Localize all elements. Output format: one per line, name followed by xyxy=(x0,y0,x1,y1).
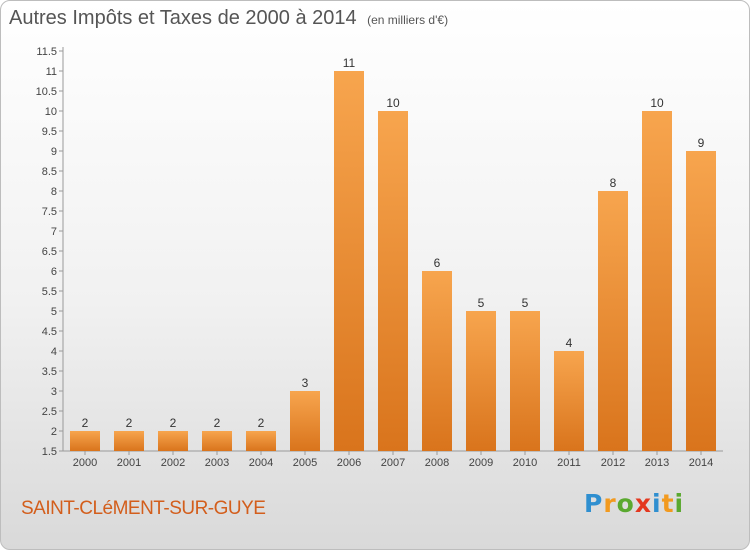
bar xyxy=(334,71,364,451)
logo-letter: r xyxy=(603,489,617,518)
y-tick-label: 1.5 xyxy=(42,446,57,458)
bar-value-label: 11 xyxy=(343,56,356,70)
bar-value-label: 3 xyxy=(302,376,309,390)
bar-value-label: 2 xyxy=(258,416,265,430)
bar xyxy=(246,431,276,451)
bar-value-label: 5 xyxy=(522,296,529,310)
x-tick-label: 2009 xyxy=(469,457,493,469)
x-tick-label: 2007 xyxy=(381,457,405,469)
x-tick-label: 2014 xyxy=(689,457,713,469)
bar-value-label: 2 xyxy=(170,416,177,430)
y-tick-label: 8 xyxy=(51,186,57,198)
x-axis: 2000 2001 2002 2003 2004 2005 2006 2007 2008 2009… xyxy=(63,450,723,469)
bar-value-label: 2 xyxy=(214,416,221,430)
bar-value-label: 6 xyxy=(434,256,441,270)
bar-value-label: 5 xyxy=(478,296,485,310)
bar xyxy=(686,151,716,451)
x-tick-label: 2008 xyxy=(425,457,449,469)
y-tick-label: 7 xyxy=(51,226,57,238)
bar xyxy=(466,311,496,451)
y-tick-label: 4.5 xyxy=(42,326,57,338)
y-tick-label: 11.5 xyxy=(36,46,57,58)
x-tick-label: 2006 xyxy=(337,457,361,469)
y-tick-label: 9.5 xyxy=(42,126,57,138)
y-tick-label: 9 xyxy=(51,146,57,158)
y-tick-label: 2 xyxy=(51,426,57,438)
logo-letter: o xyxy=(616,489,635,518)
y-tick-label: 10.5 xyxy=(36,86,57,98)
bar xyxy=(510,311,540,451)
logo-letter: i xyxy=(674,489,685,518)
bar xyxy=(290,391,320,451)
x-tick-label: 2004 xyxy=(249,457,273,469)
bar xyxy=(554,351,584,451)
bar xyxy=(598,191,628,451)
logo-letter: i xyxy=(652,489,662,518)
y-tick-label: 6.5 xyxy=(42,246,57,258)
bars: 2 2 2 2 2 3 11 10 6 5 5 4 8 10 9 xyxy=(70,56,716,451)
x-tick-label: 2012 xyxy=(601,457,625,469)
x-tick-label: 2002 xyxy=(161,457,185,469)
bar-value-label: 8 xyxy=(610,176,617,190)
x-tick-label: 2011 xyxy=(557,457,581,469)
chart-title: Autres Impôts et Taxes de 2000 à 2014 xyxy=(9,7,357,29)
logo-letter: x xyxy=(634,489,652,518)
bar xyxy=(70,431,100,451)
bar xyxy=(378,111,408,451)
y-tick-label: 3.5 xyxy=(42,366,57,378)
bar xyxy=(158,431,188,451)
x-tick-label: 2010 xyxy=(513,457,537,469)
y-tick-label: 8.5 xyxy=(42,166,57,178)
bar-value-label: 4 xyxy=(566,336,573,350)
x-tick-label: 2003 xyxy=(205,457,229,469)
bar xyxy=(642,111,672,451)
y-tick-label: 5.5 xyxy=(42,286,57,298)
y-tick-label: 10 xyxy=(45,106,57,118)
y-tick-label: 4 xyxy=(51,346,57,358)
y-tick-label: 6 xyxy=(51,266,57,278)
bar-value-label: 9 xyxy=(698,136,705,150)
bar-value-label: 10 xyxy=(386,96,400,110)
x-tick-label: 2001 xyxy=(117,457,141,469)
logo-letter: t xyxy=(661,489,675,518)
logo-letter: P xyxy=(584,489,604,518)
y-tick-label: 2.5 xyxy=(42,406,57,418)
chart-title-block: Autres Impôts et Taxes de 2000 à 2014 (e… xyxy=(9,7,448,30)
bar-value-label: 10 xyxy=(650,96,664,110)
y-tick-label: 11 xyxy=(46,66,57,78)
bar xyxy=(422,271,452,451)
y-tick-label: 5 xyxy=(51,306,57,318)
y-axis: 1.5 2 2.5 3 3.5 4 4.5 5 5.5 6 6.5 7 7.5 8 8.5 9 9.5 10 10.… xyxy=(36,46,64,458)
bar xyxy=(202,431,232,451)
x-tick-label: 2005 xyxy=(293,457,317,469)
bar-value-label: 2 xyxy=(126,416,133,430)
bar-value-label: 2 xyxy=(82,416,89,430)
x-tick-label: 2000 xyxy=(73,457,97,469)
y-tick-label: 3 xyxy=(51,386,57,398)
y-tick-label: 7.5 xyxy=(42,206,57,218)
proxiti-logo[interactable]: Proxiti xyxy=(584,489,684,518)
bar xyxy=(114,431,144,451)
commune-name: SAINT-CLéMENT-SUR-GUYE xyxy=(21,498,266,519)
chart-unit: (en milliers d'€) xyxy=(367,13,449,27)
x-tick-label: 2013 xyxy=(645,457,669,469)
